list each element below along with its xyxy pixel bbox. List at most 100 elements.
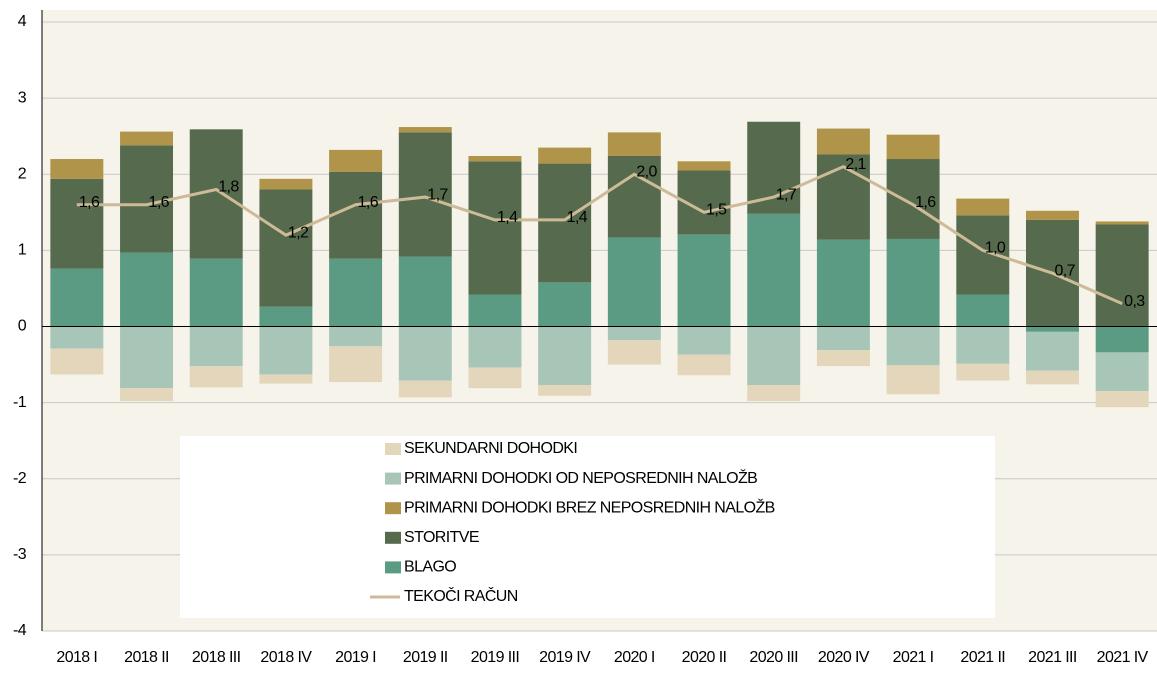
bar-segment <box>886 326 940 366</box>
bar-segment <box>398 326 452 381</box>
legend-swatch <box>385 472 401 485</box>
bar-segment <box>816 326 870 351</box>
y-tick-label: 0 <box>18 318 27 335</box>
bar-segment <box>607 155 661 238</box>
x-tick-label: 2018 IV <box>260 649 312 666</box>
legend-swatch <box>385 561 401 574</box>
bar-segment <box>677 326 731 355</box>
bar-segment <box>1095 326 1149 353</box>
bar-segment <box>816 128 870 155</box>
bar-segment <box>607 326 661 341</box>
bar-segment <box>259 189 313 307</box>
legend-swatch <box>385 443 401 455</box>
y-tick-label: -4 <box>13 622 27 639</box>
bar-segment <box>329 346 383 383</box>
data-label: 1,6 <box>79 194 100 211</box>
x-tick-label: 2019 II <box>403 649 448 666</box>
x-tick-label: 2019 III <box>471 649 520 666</box>
bar-segment <box>329 326 383 347</box>
x-tick-label: 2021 IV <box>1097 649 1149 666</box>
line-series <box>76 164 1123 306</box>
bar-segment <box>538 282 592 327</box>
bar-segment <box>747 326 801 386</box>
x-tick-label: 2019 I <box>335 649 376 666</box>
bar-segment <box>50 159 104 179</box>
bar-segment <box>398 380 452 398</box>
y-tick-label: 2 <box>18 165 27 182</box>
bar-segment <box>677 354 731 376</box>
data-label: 1,0 <box>985 240 1006 257</box>
bar-segment <box>1095 224 1149 327</box>
bar-segment <box>816 239 870 327</box>
legend-label: PRIMARNI DOHODKI BREZ NEPOSREDNIH NALOŽB <box>404 497 775 516</box>
bar-segment <box>886 134 940 160</box>
x-tick-label: 2020 II <box>682 649 727 666</box>
bar-segment <box>747 385 801 402</box>
bar-segment <box>886 365 940 395</box>
legend-label: SEKUNDARNI DOHODKI <box>404 440 577 457</box>
bar-segment <box>607 340 661 365</box>
legend-label: PRIMARNI DOHODKI OD NEPOSREDNIH NALOŽB <box>404 468 757 487</box>
data-label: 1,7 <box>427 186 448 203</box>
bar-segment <box>259 326 313 375</box>
bar-segment <box>50 326 104 349</box>
bar-segment <box>189 326 243 367</box>
data-label: 1,4 <box>497 209 518 226</box>
data-label: 0,3 <box>1124 293 1145 310</box>
bar-segment <box>677 234 731 327</box>
bar-segment <box>538 163 592 283</box>
bar-segment <box>50 348 104 375</box>
bar-segment <box>468 367 522 389</box>
bar-segment <box>329 258 383 327</box>
bar-segment <box>259 374 313 384</box>
bar-segment <box>468 155 522 162</box>
bar-segment <box>677 161 731 171</box>
legend-label: STORITVE <box>404 529 479 546</box>
bar-segment <box>398 256 452 327</box>
data-label: 0,7 <box>1054 262 1075 279</box>
bar-segment <box>607 132 661 156</box>
bar-segment <box>259 306 313 327</box>
bar-segment <box>1025 210 1079 220</box>
data-label: 1,4 <box>567 209 588 226</box>
data-label: 1,8 <box>218 179 239 196</box>
bar-segment <box>1095 352 1149 392</box>
data-label: 1,2 <box>288 224 309 241</box>
bar-segment <box>120 326 174 389</box>
x-tick-label: 2018 II <box>124 649 169 666</box>
y-tick-label: 4 <box>18 13 27 30</box>
bar-segment <box>607 237 661 327</box>
y-tick-label: -1 <box>13 394 27 411</box>
x-tick-label: 2019 IV <box>539 649 591 666</box>
bar-segment <box>1025 326 1079 332</box>
y-tick-label: 3 <box>18 89 27 106</box>
bar-segment <box>120 388 174 402</box>
bar-segment <box>1025 331 1079 371</box>
bar-segment <box>50 178 104 269</box>
bar-segment <box>886 159 940 239</box>
y-tick-label: -2 <box>13 470 27 487</box>
bar-segment <box>259 178 313 190</box>
data-label: 2,1 <box>845 156 866 173</box>
x-tick-label: 2018 III <box>192 649 241 666</box>
bar-segment <box>747 213 801 327</box>
x-tick-label: 2020 III <box>749 649 798 666</box>
bar-segment <box>468 161 522 295</box>
x-tick-label: 2021 II <box>960 649 1005 666</box>
data-label: 1,5 <box>706 202 727 219</box>
bar-segment <box>886 238 940 327</box>
bar-segment <box>398 127 452 133</box>
x-tick-label: 2020 I <box>614 649 655 666</box>
bar-segment <box>538 326 592 386</box>
bar-segment <box>956 198 1010 216</box>
bar-segment <box>468 294 522 327</box>
bar-segment <box>1095 221 1149 225</box>
bar-segment <box>1095 391 1149 408</box>
bar-segment <box>538 147 592 164</box>
x-tick-label: 2020 IV <box>818 649 870 666</box>
x-tick-label: 2021 I <box>893 649 934 666</box>
legend-label: TEKOČI RAČUN <box>404 586 518 605</box>
y-tick-label: 1 <box>18 242 27 259</box>
